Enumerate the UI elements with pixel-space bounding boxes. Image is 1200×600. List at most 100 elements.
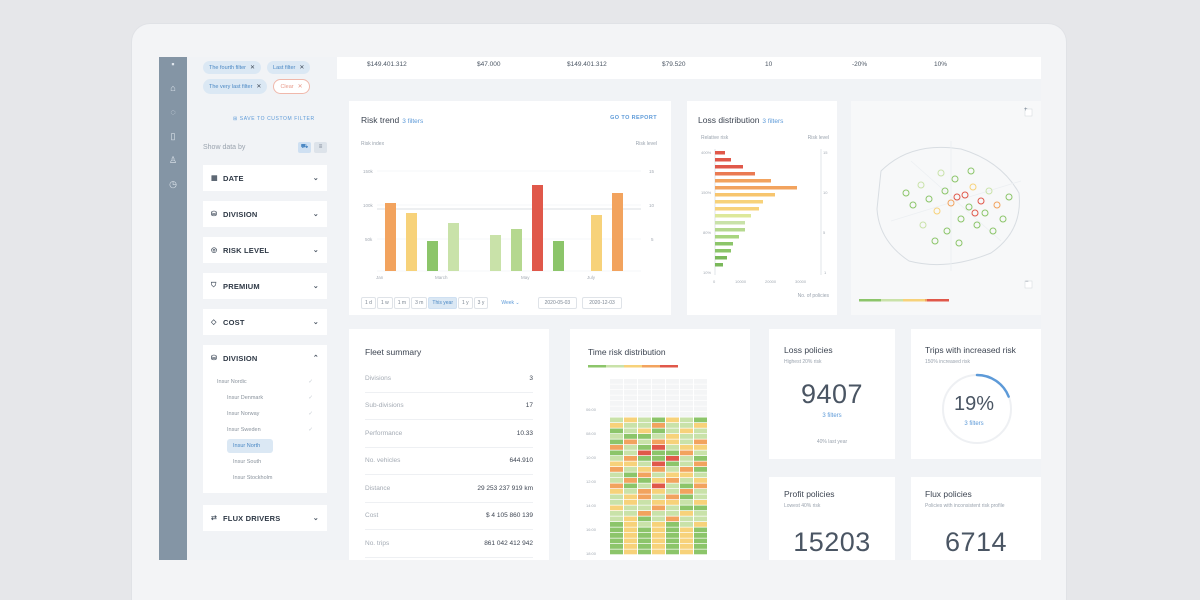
svg-text:15: 15 [649,169,655,174]
row-value: 17 [525,402,533,410]
filter-chip[interactable]: Last filter ✕ [267,61,311,74]
heatmap-cell [652,549,665,555]
range-button[interactable]: 1 w [376,297,393,309]
heatmap-cell [680,439,693,445]
heatmap-cell [694,478,707,483]
filter-chip[interactable]: The very last filter ✕ [203,79,268,94]
row-value: 644.910 [509,457,534,465]
zoom-in-icon[interactable]: + [1024,107,1028,113]
range-button[interactable]: 1 m [393,297,411,309]
menu-icon[interactable]: ▪ [171,59,175,69]
heatmap-cell [638,434,651,439]
tree-item[interactable]: Insur Denmark ✓ [221,391,319,405]
svg-text:10%: 10% [703,270,711,275]
heatmap-cell [652,450,665,456]
heatmap-cell [694,549,707,555]
chat-icon[interactable]: ◌ [170,107,176,117]
chip-label: The very last filter [209,83,253,90]
filter-chip[interactable]: The fourth filter ✕ [203,61,262,74]
clock-icon[interactable]: ◷ [169,179,177,189]
fleet-row: Performance 10.33 [365,420,533,448]
heatmap-cell [638,379,651,384]
range-button-selected[interactable]: This year [428,297,457,309]
heatmap-cell [638,417,651,423]
filter-section-premium[interactable]: ⛉ PREMIUM ⌄ [203,273,327,299]
tree-item[interactable]: Insur Nordic ✓ [211,375,319,389]
list-view-icon[interactable]: ≡ [314,142,327,153]
calendar-icon: ▦ [211,175,218,182]
chevron-down-icon: ⌄ [312,319,319,326]
filter-section-date[interactable]: ▦ DATE ⌄ [203,165,327,191]
close-icon[interactable]: ✕ [250,65,256,71]
range-button[interactable]: 1 y [457,297,473,309]
filter-section-flux-drivers[interactable]: ⇄ FLUX DRIVERS ⌄ [203,505,327,531]
range-button[interactable]: 3 m [411,297,428,309]
filter-section-cost[interactable]: ◇ COST ⌄ [203,309,327,335]
filters-link[interactable]: 3 filters [822,413,842,419]
filters-link[interactable]: 3 filters [402,118,424,125]
heatmap-cell [652,505,665,511]
fleet-row: Divisions 3 [365,365,533,393]
granularity-select[interactable]: Week ⌄ [501,300,519,306]
tree-item-label: Insur Stockholm [233,475,273,481]
heatmap-cell [624,467,637,472]
row-value: 10.33 [516,429,533,437]
svg-text:Jan: Jan [376,275,384,280]
svg-text:20000: 20000 [765,279,777,284]
heatmap-cell [624,511,637,516]
close-icon[interactable]: ✕ [299,65,305,71]
range-button[interactable]: 1 d [361,297,376,309]
filters-link[interactable]: 3 filters [964,421,984,427]
heatmap-cell [680,406,693,412]
heatmap-cell [666,412,679,417]
svg-text:80%: 80% [703,230,711,235]
tree-item[interactable]: Insur Stockholm [227,471,319,485]
loss-distribution-chart: 400% 150% 80% 10% 15 10 5 1 0 10000 20000 30000 [701,149,828,284]
heatmap-cell [652,472,665,478]
heatmap-cell [694,390,707,395]
y-axis-label: Relative risk [701,135,729,141]
tree-item[interactable]: Insur Norway ✓ [221,407,319,421]
save-custom-filter-link[interactable]: ⊞ SAVE TO CUSTOM FILTER [233,116,315,122]
filters-link[interactable]: 3 filters [762,118,784,125]
tree-item-selected[interactable]: Insur North [227,439,273,453]
clear-filters-button[interactable]: Clear ✕ [273,79,310,94]
svg-text:18:00: 18:00 [586,551,597,556]
filter-section-risk-level[interactable]: ◎ RISK LEVEL ⌄ [203,237,327,263]
heatmap-cell [624,538,637,544]
document-icon[interactable]: ▯ [170,131,176,141]
filter-section-division-expanded[interactable]: ⛁ DIVISION ⌃ [203,345,327,371]
go-to-report-link[interactable]: GO TO REPORT [610,115,657,121]
heatmap-cell [680,505,693,511]
left-axis-label: Risk index [361,141,385,147]
heatmap-cell [624,406,637,412]
date-from-input[interactable]: 2020-05-03 [537,297,578,309]
close-icon[interactable]: ✕ [256,84,262,90]
heatmap-cell [610,461,623,467]
granularity-value: Week [501,300,515,306]
tree-item[interactable]: Insur Sweden ✓ [221,423,319,437]
heatmap-cell [680,494,693,500]
heatmap-cell [652,489,665,494]
heatmap-cell [694,500,707,505]
heatmap-cell [610,505,623,511]
heatmap-cell [666,384,679,390]
heatmap-cell [638,412,651,417]
tree-item[interactable]: Insur South [227,455,319,469]
heatmap-cell [680,423,693,428]
filter-section-division[interactable]: ⛁ DIVISION ⌄ [203,201,327,227]
user-icon[interactable]: ♙ [168,155,178,165]
heatmap-cell [624,450,637,456]
chevron-down-icon: ⌄ [312,247,319,254]
home-icon[interactable]: ⌂ [170,83,176,93]
range-button[interactable]: 3 y [473,297,489,309]
date-to-input[interactable]: 2020-12-03 [582,297,622,309]
risk-map [859,108,1033,302]
increased-risk-subtitle: 150% increased risk [925,359,971,365]
heatmap-cell [624,522,637,527]
heatmap-cell [624,533,637,538]
car-view-icon[interactable]: ⛟ [298,142,311,153]
risk-map-card[interactable]: + − [851,101,1041,315]
heatmap-cell [680,456,693,461]
zoom-out-icon[interactable]: − [1025,279,1029,285]
